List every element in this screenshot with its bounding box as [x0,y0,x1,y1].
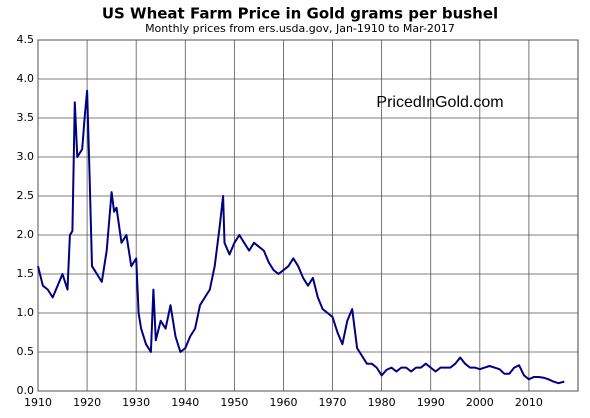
x-tick-label: 1960 [269,396,297,409]
x-tick-label: 1980 [368,396,396,409]
y-tick-label: 3.0 [17,150,35,163]
x-tick-label: 1950 [220,396,248,409]
x-tick-label: 1970 [319,396,347,409]
y-tick-label: 0.5 [17,345,35,358]
y-tick-label: 3.5 [17,111,35,124]
annotation: PricedInGold.com [376,94,503,111]
y-tick-label: 4.0 [17,72,35,85]
y-tick-label: 1.0 [17,306,35,319]
y-tick-label: 2.0 [17,228,35,241]
x-tick-label: 2010 [515,396,543,409]
chart-title: US Wheat Farm Price in Gold grams per bu… [102,5,498,23]
x-tick-label: 1940 [171,396,199,409]
y-tick-label: 4.5 [17,33,35,46]
chart-subtitle: Monthly prices from ers.usda.gov, Jan-19… [145,22,455,35]
y-tick-label: 0.0 [17,384,35,397]
plot-area [37,39,579,392]
x-tick-label: 2000 [466,396,494,409]
data-line [37,89,565,385]
y-tick-label: 1.5 [17,267,35,280]
x-tick-label: 1990 [417,396,445,409]
x-tick-label: 1930 [122,396,150,409]
y-tick-label: 2.5 [17,189,35,202]
x-tick-label: 1910 [24,396,52,409]
x-tick-label: 1920 [73,396,101,409]
